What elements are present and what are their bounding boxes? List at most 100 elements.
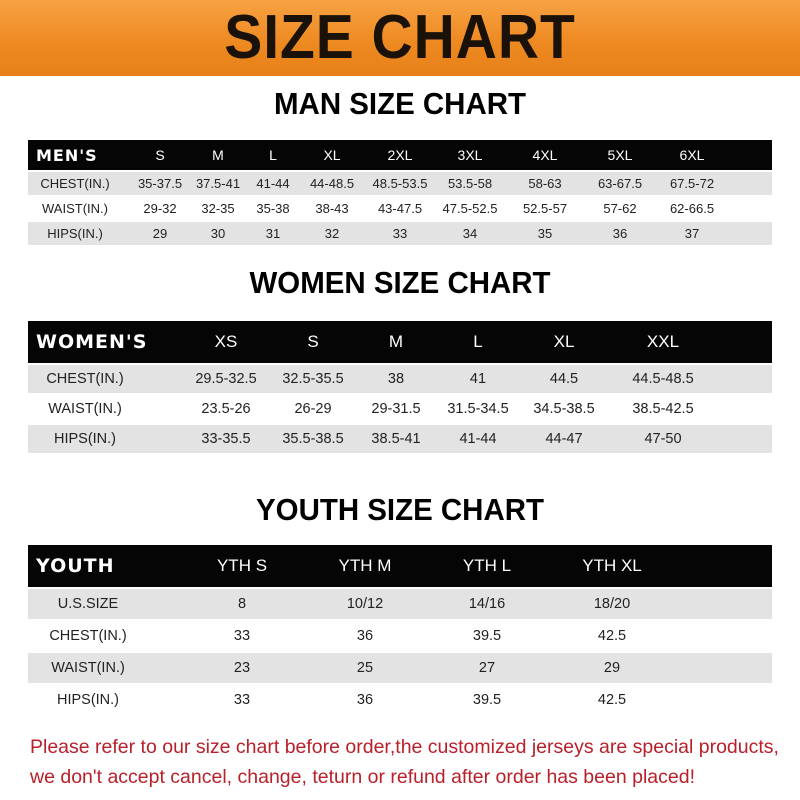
table-cell: 44.5-48.5 xyxy=(632,371,694,387)
table-cell: L xyxy=(269,147,277,163)
table-cell: 37.5-41 xyxy=(195,176,241,191)
table-cell: 18/20 xyxy=(593,596,631,612)
table-row: CHEST(IN.) 35-37.5 37.5-41 41-44 44-48.5 48.5… xyxy=(28,172,772,195)
row-label: MEN'S xyxy=(36,145,98,165)
table-cell: 4XL xyxy=(532,147,558,163)
row-label: CHEST(IN.) xyxy=(40,176,110,191)
row-label: YOUTH xyxy=(36,555,115,577)
table-cell: M xyxy=(388,332,404,351)
table-cell: 30 xyxy=(210,226,226,241)
table-row: HIPS(IN.) 33-35.5 35.5-38.5 38.5-41 41-44 44-… xyxy=(28,425,772,453)
table-cell: 67.5-72 xyxy=(669,176,715,191)
table-cell: L xyxy=(473,332,483,351)
table-cell: 23 xyxy=(233,660,251,676)
table-cell: 42.5 xyxy=(597,692,627,708)
table-cell: 38.5-42.5 xyxy=(632,401,694,417)
order-notice-line-1: Please refer to our size chart before or… xyxy=(30,736,779,758)
youth-section-title: YOUTH SIZE CHART xyxy=(256,492,544,527)
table-cell: XXL xyxy=(646,332,680,351)
table-cell: 29-32 xyxy=(143,201,177,216)
table-cell: 58-63 xyxy=(528,176,562,191)
table-row: WAIST(IN.) 23.5-26 26-29 29-31.5 31.5-34.5 34… xyxy=(28,395,772,423)
table-cell: YTH L xyxy=(462,556,512,575)
row-label: U.S.SIZE xyxy=(57,596,119,612)
women-section-title: WOMEN SIZE CHART xyxy=(249,265,551,300)
table-cell: M xyxy=(212,147,224,163)
row-label: CHEST(IN.) xyxy=(49,628,127,644)
table-cell: 23.5-26 xyxy=(201,401,251,417)
table-cell: 32.5-35.5 xyxy=(282,371,344,387)
table-header-row: WOMEN'S XS S M L XL XXL xyxy=(28,321,772,363)
table-cell: 32-35 xyxy=(201,201,235,216)
table-cell: 52.5-57 xyxy=(522,201,568,216)
table-cell: 10/12 xyxy=(346,596,384,612)
table-row: HIPS(IN.) 29 30 31 32 33 34 35 36 37 xyxy=(28,222,772,245)
table-cell: 44-48.5 xyxy=(309,176,355,191)
table-cell: 39.5 xyxy=(472,628,502,644)
table-cell: 33 xyxy=(233,692,251,708)
table-row: U.S.SIZE 8 10/12 14/16 18/20 xyxy=(28,589,772,619)
table-cell: 34 xyxy=(462,226,478,241)
table-cell: 43-47.5 xyxy=(377,201,423,216)
men-section-title: MAN SIZE CHART xyxy=(274,86,526,121)
table-cell: 38.5-41 xyxy=(371,431,421,447)
table-cell: 35-37.5 xyxy=(137,176,183,191)
order-notice-line-2: we don't accept cancel, change, teturn o… xyxy=(30,766,695,788)
table-cell: 35.5-38.5 xyxy=(282,431,344,447)
women-size-table: WOMEN'S XS S M L XL XXL CHEST(IN.) 29.5-32.5 32.5… xyxy=(28,321,772,453)
row-label: HIPS(IN.) xyxy=(53,431,117,447)
table-row: WAIST(IN.) 23 25 27 29 xyxy=(28,653,772,683)
row-label: WAIST(IN.) xyxy=(42,201,108,216)
table-cell: 47.5-52.5 xyxy=(442,201,498,216)
table-row: CHEST(IN.) 33 36 39.5 42.5 xyxy=(28,621,772,651)
table-cell: XL xyxy=(553,332,575,351)
table-cell: 25 xyxy=(356,660,374,676)
table-cell: 57-62 xyxy=(603,201,637,216)
table-cell: S xyxy=(155,147,165,163)
table-cell: 8 xyxy=(237,596,247,612)
row-label: WAIST(IN.) xyxy=(48,401,122,417)
table-header-row: MEN'S S M L XL 2XL 3XL 4XL 5XL 6XL xyxy=(28,140,772,170)
banner-title: SIZE CHART xyxy=(224,3,576,72)
table-cell: 3XL xyxy=(457,147,483,163)
table-row: CHEST(IN.) 29.5-32.5 32.5-35.5 38 41 44.5 44.5… xyxy=(28,365,772,393)
table-cell: 5XL xyxy=(607,147,633,163)
row-label: CHEST(IN.) xyxy=(46,371,124,387)
table-cell: 63-67.5 xyxy=(597,176,643,191)
table-cell: 38 xyxy=(387,371,405,387)
table-cell: 29 xyxy=(603,660,621,676)
table-cell: YTH XL xyxy=(582,556,642,575)
youth-size-table: YOUTH YTH S YTH M YTH L YTH XL U.S.SIZE 8 10/12… xyxy=(28,545,772,715)
title-banner: SIZE CHART xyxy=(0,0,800,76)
table-cell: 41-44 xyxy=(256,176,290,191)
table-cell: XS xyxy=(214,332,238,351)
table-cell: 35 xyxy=(537,226,553,241)
table-row: WAIST(IN.) 29-32 32-35 35-38 38-43 43-47.5 47.… xyxy=(28,197,772,220)
table-cell: YTH M xyxy=(338,556,392,575)
table-cell: 29.5-32.5 xyxy=(195,371,257,387)
table-cell: 2XL xyxy=(387,147,413,163)
table-cell: 35-38 xyxy=(256,201,290,216)
row-label: WAIST(IN.) xyxy=(51,660,125,676)
row-label: HIPS(IN.) xyxy=(56,692,120,708)
table-cell: 41 xyxy=(469,371,487,387)
table-cell: 6XL xyxy=(679,147,705,163)
table-cell: 27 xyxy=(478,660,496,676)
table-cell: 47-50 xyxy=(644,431,682,447)
table-cell: 36 xyxy=(356,692,374,708)
table-cell: 39.5 xyxy=(472,692,502,708)
table-cell: 36 xyxy=(356,628,374,644)
table-row: HIPS(IN.) 33 36 39.5 42.5 xyxy=(28,685,772,715)
table-cell: 32 xyxy=(324,226,340,241)
table-cell: 33 xyxy=(233,628,251,644)
table-cell: 38-43 xyxy=(315,201,349,216)
table-cell: 34.5-38.5 xyxy=(533,401,595,417)
table-cell: 62-66.5 xyxy=(669,201,715,216)
table-header-row: YOUTH YTH S YTH M YTH L YTH XL xyxy=(28,545,772,587)
table-cell: 31.5-34.5 xyxy=(447,401,509,417)
table-cell: 29 xyxy=(152,226,168,241)
row-label: HIPS(IN.) xyxy=(47,226,103,241)
table-cell: 44.5 xyxy=(549,371,579,387)
table-cell: 33 xyxy=(392,226,408,241)
table-cell: 33-35.5 xyxy=(201,431,251,447)
